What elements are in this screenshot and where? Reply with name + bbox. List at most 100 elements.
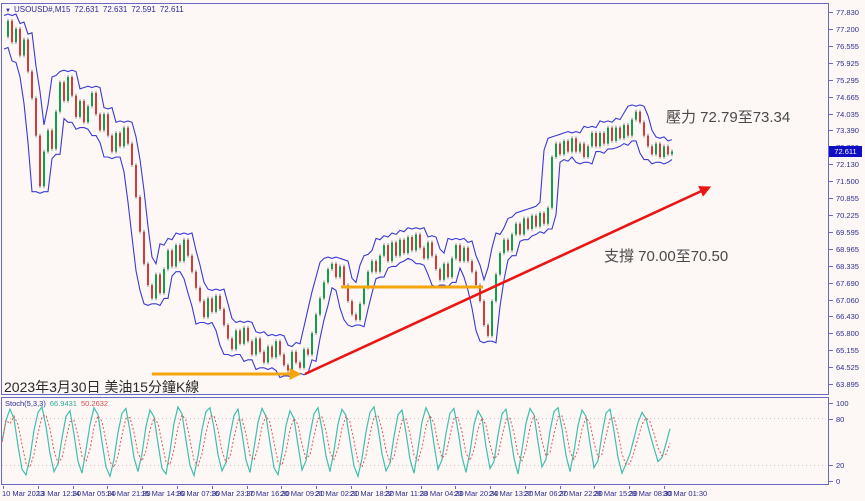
time-tick-label: 21 Mar 18:30 (349, 489, 395, 498)
symbol-header: ▼ USOUSD#,M15 72.631 72.631 72.591 72.611 (5, 5, 188, 14)
time-tick-label: 22 Mar 11:30 (384, 489, 429, 498)
price-tick-label: 65.155 (836, 346, 859, 356)
time-tick-mark (385, 486, 387, 489)
time-axis[interactable]: 10 Mar 2023 13 Mar 12:30 14 Mar 05:30 14 Ma… (0, 486, 865, 501)
time-tick-mark (629, 486, 631, 489)
price-axis[interactable]: 77.830 77.200 76.555 75.925 75.295 74.665 74.0… (829, 0, 865, 486)
time-tick-label: 13 Mar 12:30 (36, 489, 81, 498)
time-tick-label: 23 Mar 04:30 (419, 489, 464, 498)
time-tick-label: 20 Mar 09:30 (280, 489, 325, 498)
bollinger-lower-band (3, 46, 673, 379)
time-tick-label: 27 Mar 06:30 (523, 489, 568, 498)
price-tick-mark (829, 367, 833, 369)
price-tick-label: 67.060 (836, 295, 859, 305)
time-tick-mark (142, 486, 144, 489)
time-tick-label: 24 Mar 13:30 (489, 489, 534, 498)
price-tick-mark (829, 62, 833, 64)
indicator-k-value: 66.9431 (49, 399, 77, 408)
time-tick-label: 14 Mar 21:30 (106, 489, 151, 498)
stoch-level-label: 80 (836, 414, 845, 424)
resistance-annotation[interactable]: 壓力 72.79至73.34 (666, 109, 791, 126)
time-tick-mark (664, 486, 665, 489)
price-chart-canvas[interactable] (0, 0, 829, 396)
price-tick-label: 75.925 (836, 58, 859, 68)
time-tick-mark (455, 486, 457, 489)
price-tick-mark (829, 231, 833, 233)
stoch-level-tick (829, 403, 833, 404)
time-tick-mark (524, 486, 526, 489)
price-tick-label: 76.555 (836, 41, 859, 51)
price-tick-mark (829, 282, 833, 284)
support-annotation[interactable]: 支撐 70.00至70.50 (604, 248, 729, 265)
price-tick-label: 66.430 (836, 312, 859, 322)
stoch-d-line (1, 413, 671, 469)
stochastic-pane[interactable] (1, 397, 829, 485)
stochastic-canvas[interactable] (0, 397, 829, 485)
price-tick-mark (829, 265, 833, 267)
time-tick-label: 17 Mar 16:30 (245, 489, 290, 498)
price-tick-mark (829, 45, 833, 47)
time-tick-mark (72, 486, 74, 489)
uptrend-arrow[interactable] (304, 186, 712, 376)
time-tick-mark (316, 486, 318, 489)
price-tick-mark (829, 130, 833, 132)
price-tick-label: 77.200 (836, 24, 859, 34)
price-tick-label: 69.595 (836, 227, 859, 237)
price-tick-label: 68.335 (836, 261, 859, 271)
price-tick-label: 71.500 (836, 177, 859, 187)
time-tick-mark (211, 486, 213, 489)
stoch-level-tick (829, 418, 833, 420)
indicator-d-value: 50.2632 (80, 399, 109, 408)
price-tick-mark (829, 299, 833, 301)
candlesticks (7, 18, 673, 373)
price-tick-label: 65.800 (836, 329, 859, 339)
time-tick-mark (420, 486, 422, 489)
price-tick-mark (829, 12, 833, 13)
stoch-level-label: 100 (836, 399, 849, 408)
price-tick-label: 77.830 (836, 8, 859, 17)
time-tick-mark (594, 486, 596, 489)
price-tick-mark (829, 113, 833, 115)
price-tick-mark (829, 79, 833, 81)
price-tick-mark (829, 350, 833, 352)
price-tick-mark (829, 181, 833, 183)
chevron-down-icon[interactable]: ▼ (5, 8, 11, 14)
price-tick-mark (829, 248, 833, 250)
ohlc-close: 72.611 (159, 5, 184, 14)
main-chart-pane[interactable] (1, 3, 829, 395)
stoch-level-label: 0 (836, 477, 841, 486)
time-tick-mark (176, 486, 178, 489)
price-tick-label: 68.965 (836, 244, 859, 254)
stochastic-label: Stoch(5,3,3) 66.9431 50.2632 (5, 399, 108, 408)
time-tick-label: 10 Mar 2023 (2, 489, 45, 498)
time-tick-mark (281, 486, 283, 489)
time-tick-mark (246, 486, 248, 489)
time-tick-mark (37, 486, 39, 489)
price-tick-label: 67.690 (836, 278, 859, 288)
price-tick-label: 74.665 (836, 92, 859, 102)
symbol-name: USOUSD#,M15 (13, 5, 71, 14)
stoch-level-tick (829, 481, 833, 482)
time-tick-label: 23 Mar 20:30 (454, 489, 499, 498)
price-tick-label: 63.895 (836, 380, 859, 389)
price-tick-mark (829, 316, 833, 318)
time-tick-mark (490, 486, 492, 489)
stoch-k-line (1, 405, 671, 479)
time-tick-mark (3, 486, 4, 489)
stoch-level-label: 20 (836, 461, 845, 471)
time-tick-mark (107, 486, 109, 489)
stoch-level-tick (829, 465, 833, 467)
time-tick-label: 30 Mar 01:30 (663, 489, 708, 498)
ohlc-low: 72.591 (131, 5, 156, 14)
price-tick-mark (829, 164, 833, 166)
current-price-badge: 72.611 (829, 145, 862, 157)
price-tick-mark (829, 28, 833, 30)
price-tick-mark (829, 198, 833, 199)
chart-caption[interactable]: 2023年3月30日 美油15分鐘K線 (4, 379, 200, 395)
time-tick-mark (350, 486, 352, 489)
price-tick-label: 64.525 (836, 363, 859, 373)
time-tick-label: 14 Mar 05:30 (71, 489, 116, 498)
price-tick-mark (829, 333, 833, 335)
bollinger-upper-band (3, 13, 673, 348)
